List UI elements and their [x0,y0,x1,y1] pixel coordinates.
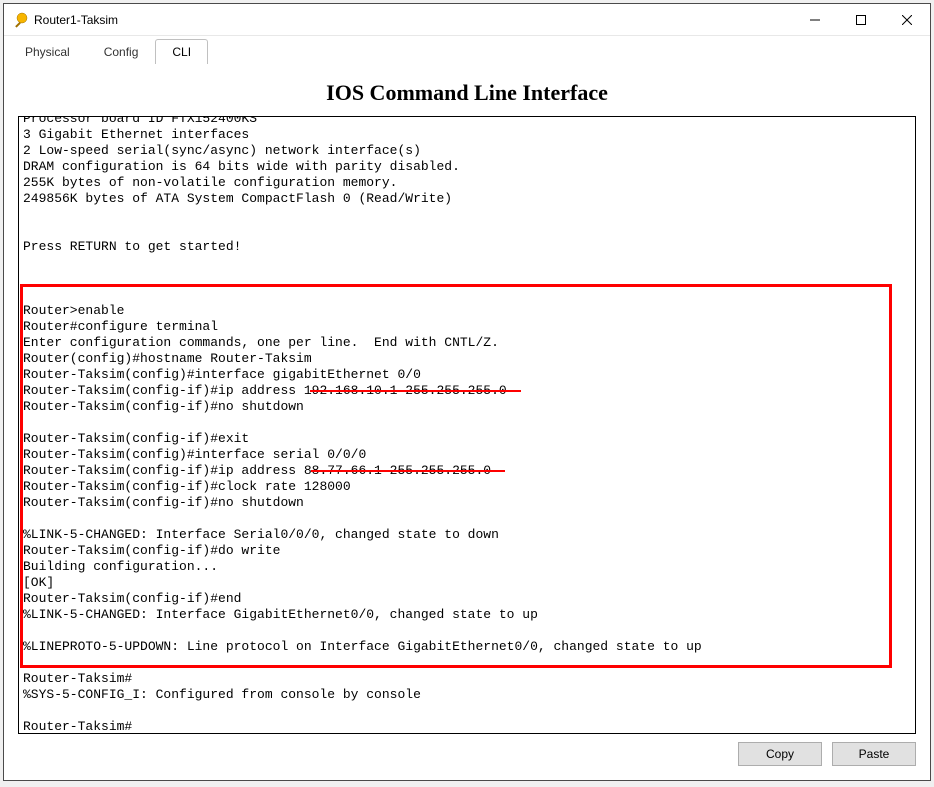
content-area: IOS Command Line Interface Processor boa… [4,64,930,780]
minimize-button[interactable] [792,4,838,35]
tab-physical[interactable]: Physical [8,39,87,64]
window-controls [792,4,930,35]
app-window: Router1-Taksim Physical Config CLI IOS C… [3,3,931,781]
terminal-container: Processor board ID FTX152400KS 3 Gigabit… [18,116,916,734]
terminal-output[interactable]: Processor board ID FTX152400KS 3 Gigabit… [19,117,915,733]
copy-button[interactable]: Copy [738,742,822,766]
maximize-button[interactable] [838,4,884,35]
window-title: Router1-Taksim [34,13,792,27]
app-icon [12,12,28,28]
paste-button[interactable]: Paste [832,742,916,766]
tab-config[interactable]: Config [87,39,156,64]
terminal-text: Processor board ID FTX152400KS 3 Gigabit… [23,117,911,733]
button-bar: Copy Paste [18,742,916,766]
close-button[interactable] [884,4,930,35]
tab-bar: Physical Config CLI [4,36,930,64]
tab-cli[interactable]: CLI [155,39,208,64]
page-title: IOS Command Line Interface [18,80,916,106]
title-bar: Router1-Taksim [4,4,930,36]
